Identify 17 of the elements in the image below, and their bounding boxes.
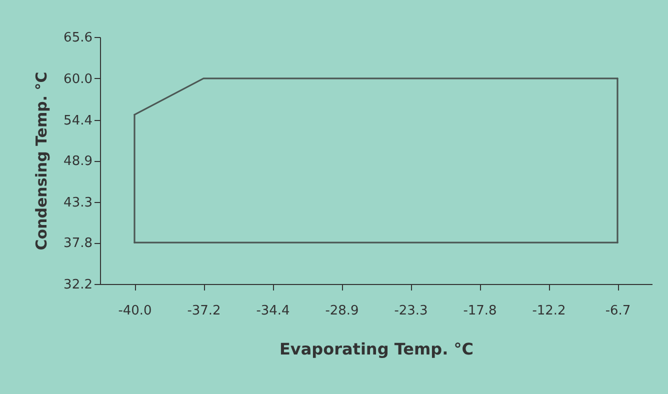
x-tick-label: -34.4 [256, 304, 290, 318]
y-tick-label: 32.2 [64, 278, 92, 292]
x-tick-label: -17.8 [463, 304, 497, 318]
x-tick-label: -37.2 [187, 304, 221, 318]
y-tick-label: 65.6 [64, 30, 92, 46]
x-tick-label: -28.9 [325, 304, 359, 318]
y-tick-label: 60.0 [64, 72, 92, 87]
y-tick-label: 43.3 [64, 195, 92, 210]
y-tick-label: 37.8 [64, 236, 92, 252]
x-tick-label: -6.7 [605, 304, 631, 318]
x-tick-label: -40.0 [118, 304, 152, 318]
x-tick-label: -12.2 [532, 304, 566, 318]
y-axis-title: Condensing Temp. °C [32, 72, 51, 250]
y-tick-label: 54.4 [64, 113, 92, 128]
x-axis-title: Evaporating Temp. °C [280, 340, 474, 358]
x-tick-label: -23.3 [394, 304, 428, 318]
y-tick-label: 48.9 [64, 154, 92, 169]
